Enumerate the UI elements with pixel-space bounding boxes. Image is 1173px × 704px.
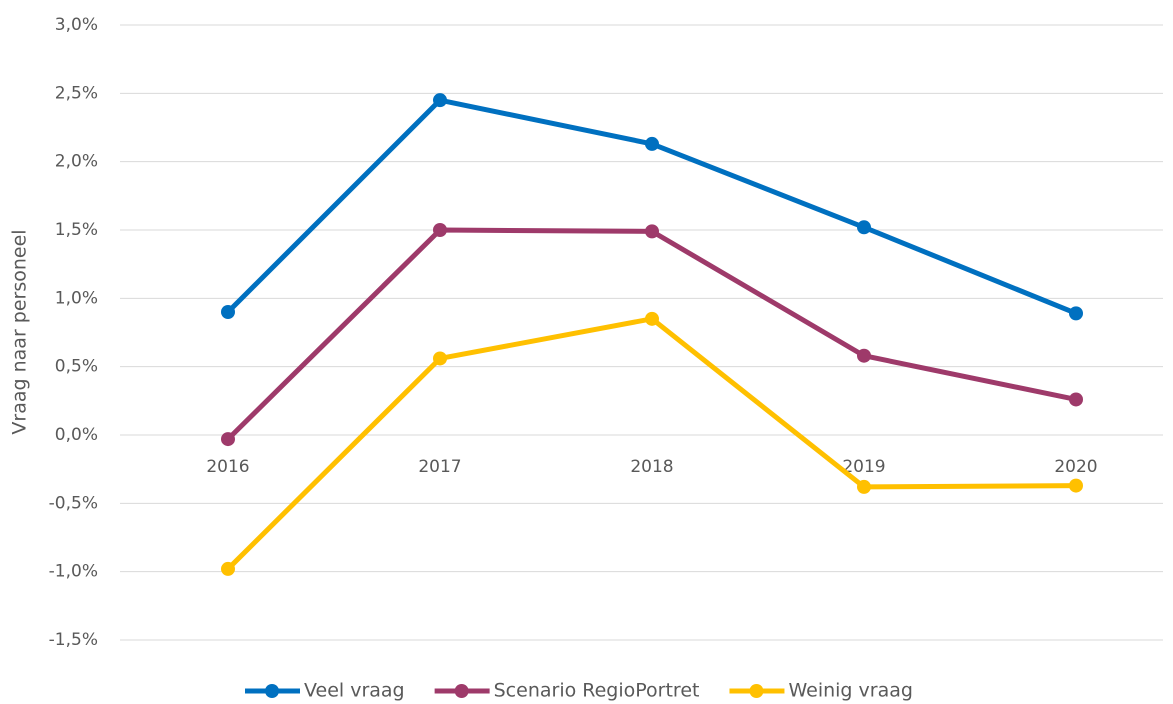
- legend-marker: [454, 684, 469, 698]
- data-point: [433, 351, 447, 366]
- data-point: [1069, 306, 1083, 321]
- data-point: [857, 348, 871, 363]
- data-point: [645, 136, 659, 151]
- y-tick-label: -1,5%: [49, 630, 98, 650]
- data-point: [221, 561, 235, 576]
- data-point: [645, 224, 659, 239]
- legend-label: Scenario RegioPortret: [494, 680, 700, 702]
- data-point: [221, 432, 235, 447]
- data-point: [433, 223, 447, 237]
- x-tick-label: 2016: [206, 457, 249, 477]
- data-point: [857, 479, 871, 494]
- legend-label: Veel vraag: [304, 680, 405, 702]
- y-tick-label: -1,0%: [49, 562, 98, 582]
- x-tick-label: 2017: [418, 457, 461, 477]
- y-tick-label: 3,0%: [55, 15, 98, 35]
- data-point: [221, 305, 235, 319]
- data-point: [1069, 392, 1083, 407]
- y-tick-label: 0,0%: [55, 425, 98, 445]
- data-point: [1069, 478, 1083, 493]
- legend-marker: [749, 684, 764, 698]
- y-axis-label: Vraag naar personeel: [9, 229, 31, 434]
- y-tick-label: 1,0%: [55, 288, 98, 308]
- data-point: [645, 311, 659, 326]
- legend-label: Weinig vraag: [788, 680, 912, 702]
- y-tick-label: 1,5%: [55, 220, 98, 240]
- data-point: [857, 220, 871, 235]
- series-line: [226, 316, 1077, 571]
- legend-marker: [265, 684, 279, 698]
- series-line: [226, 97, 1077, 316]
- y-tick-label: 0,5%: [55, 357, 98, 377]
- y-tick-label: -0,5%: [49, 493, 98, 513]
- x-tick-label: 2019: [842, 457, 885, 477]
- x-tick-label: 2020: [1054, 457, 1097, 477]
- x-tick-label: 2018: [630, 457, 673, 477]
- data-point: [433, 93, 447, 108]
- y-tick-label: 2,0%: [55, 152, 98, 172]
- y-tick-label: 2,5%: [55, 83, 98, 103]
